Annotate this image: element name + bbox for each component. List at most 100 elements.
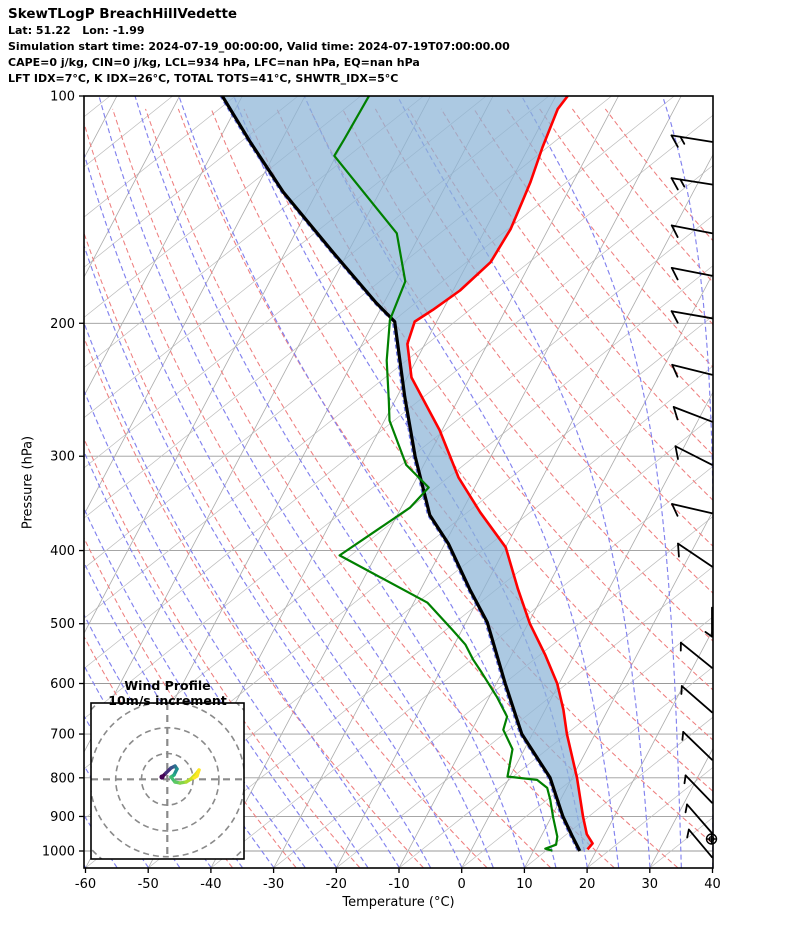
wind-barb	[680, 685, 713, 714]
moist-adiabat-line	[84, 151, 463, 868]
dry-adiabat-line	[84, 336, 424, 868]
pressure-tick-label: 600	[50, 677, 75, 692]
gray-skew-line	[147, 415, 713, 868]
hodograph-title: Wind Profile	[124, 678, 211, 693]
pressure-tick-label: 200	[50, 317, 75, 332]
hodograph-trace-segment	[192, 774, 199, 780]
pressure-tick-label: 800	[50, 771, 75, 786]
moist-adiabat-line	[744, 96, 769, 868]
shaded-area	[222, 96, 593, 851]
pressure-tick-label: 100	[50, 90, 75, 105]
moist-adiabat-line	[84, 243, 432, 868]
wind-barb	[670, 224, 713, 238]
hodograph-border	[90, 702, 245, 860]
isotherm-line	[398, 272, 713, 868]
wind-barb	[670, 134, 713, 148]
indices-line-1: CAPE=0 j/kg, CIN=0 j/kg, LCL=934 hPa, LF…	[8, 56, 420, 69]
isotherm-line	[84, 96, 243, 397]
moist-adiabat-line	[84, 507, 306, 868]
gray-skew-line	[586, 766, 713, 868]
pressure-tick-label: 1000	[42, 845, 75, 860]
moist-adiabat-line	[84, 450, 337, 868]
wind-barb	[670, 267, 713, 281]
hodograph-inset	[91, 703, 244, 859]
time-line: Simulation start time: 2024-07-19_00:00:…	[8, 40, 510, 53]
temperature-tick-label: -50	[138, 877, 159, 892]
pressure-tick-label: 300	[50, 450, 75, 465]
isotherm-line	[712, 866, 713, 868]
parcel-curve	[220, 96, 582, 852]
temperature-tick-label: 10	[516, 877, 533, 892]
isotherm-line	[84, 96, 306, 516]
gray-skew-line	[273, 516, 713, 868]
dry-adiabat-line	[604, 108, 713, 242]
isotherm-line	[335, 153, 713, 868]
gray-skew-line	[84, 96, 362, 318]
gray-skew-line	[336, 566, 713, 868]
station-marker-icon	[705, 833, 718, 845]
wind-barb	[686, 828, 713, 859]
gray-skew-line	[210, 465, 713, 868]
dry-adiabat-line	[309, 108, 713, 642]
plot-area	[84, 96, 769, 868]
isotherm-line	[273, 96, 682, 868]
gray-skew-line	[461, 666, 713, 868]
hodograph-subtitle: 10m/s increment	[108, 693, 227, 708]
temperature-tick-label: 40	[704, 877, 721, 892]
temperature-tick-label: 20	[579, 877, 596, 892]
dewpoint-curve	[333, 96, 559, 852]
isotherm-line	[586, 628, 713, 868]
temperature-tick-label: -60	[75, 877, 96, 892]
moist-adiabat-line	[662, 96, 713, 868]
y-axis-label: Pressure (hPa)	[20, 435, 36, 530]
isotherm-line	[84, 96, 369, 635]
isotherm-line	[524, 509, 713, 868]
temperature-tick-label: -10	[388, 877, 409, 892]
pressure-tick-label: 500	[50, 617, 75, 632]
temperature-tick-label: -40	[200, 877, 221, 892]
temperature-tick-label: 0	[458, 877, 466, 892]
wind-barb	[677, 542, 713, 568]
gray-skew-line	[84, 164, 713, 670]
moist-adiabat-line	[84, 388, 369, 868]
gray-skew-line	[84, 96, 299, 268]
wind-barb	[671, 363, 713, 378]
dry-adiabat-line	[84, 121, 551, 868]
dry-adiabat-line	[84, 536, 297, 868]
dry-adiabat-line	[145, 108, 679, 868]
temperature-tick-label: 30	[642, 877, 659, 892]
dry-adiabat-line	[407, 108, 713, 502]
moist-adiabat-line	[303, 96, 620, 868]
gray-skew-line	[649, 816, 713, 868]
x-axis-label: Temperature (°C)	[342, 895, 455, 910]
pressure-tick-label: 700	[50, 728, 75, 743]
dry-adiabat-line	[374, 108, 713, 547]
isotherm-line	[649, 747, 713, 868]
wind-barb	[679, 641, 713, 669]
isotherm-line	[84, 96, 180, 278]
wind-barb-column	[670, 134, 713, 859]
moist-adiabat-line	[98, 96, 494, 868]
dry-adiabat-line	[112, 108, 615, 868]
hodograph-ring	[91, 703, 244, 858]
temperature-curve	[406, 96, 594, 851]
wind-barb	[674, 445, 713, 466]
wind-barb	[670, 310, 713, 324]
wind-barb	[681, 731, 713, 761]
parcel-edge-dashed	[219, 96, 579, 852]
gray-skew-line	[712, 867, 713, 868]
moist-adiabat-line	[84, 863, 87, 868]
dry-adiabat-line	[571, 108, 713, 284]
pressure-tick-label: 400	[50, 544, 75, 559]
moist-adiabat-line	[178, 96, 557, 868]
dry-adiabat-line	[276, 108, 713, 691]
pressure-tick-label: 900	[50, 810, 75, 825]
wind-barb	[684, 803, 713, 835]
moist-adiabat-line	[134, 96, 526, 868]
wind-barb	[672, 406, 713, 423]
gray-skew-line	[84, 114, 713, 619]
temperature-tick-label: -30	[263, 877, 284, 892]
temperature-tick-label: -20	[326, 877, 347, 892]
